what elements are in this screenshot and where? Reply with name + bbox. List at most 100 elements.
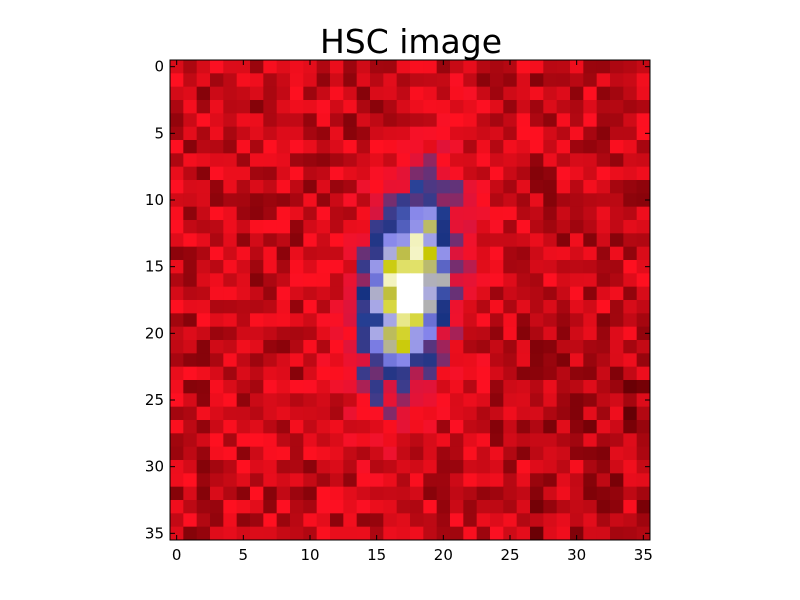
image-pixel [356,140,371,154]
image-pixel [503,380,518,394]
image-pixel [503,113,518,128]
image-pixel [303,153,318,168]
image-pixel [516,313,531,328]
image-pixel [183,366,198,381]
image-pixel [356,353,371,368]
image-pixel [183,113,198,128]
image-pixel [183,300,198,314]
image-pixel [236,193,251,208]
image-pixel [250,220,264,234]
image-pixel [170,73,184,88]
image-pixel [423,313,438,328]
image-pixel [290,113,304,128]
image-pixel [463,326,478,341]
image-pixel [610,193,624,208]
image-pixel [610,73,624,88]
image-pixel [610,433,624,448]
image-pixel [330,513,344,528]
image-pixel [396,246,411,261]
image-pixel [476,153,491,168]
image-pixel [490,300,504,314]
image-pixel [490,166,504,181]
image-pixel [556,526,571,541]
image-pixel [343,513,358,528]
image-pixel [583,326,598,341]
image-pixel [330,166,344,181]
image-pixel [356,126,371,141]
image-pixel [263,446,278,461]
image-pixel [516,473,531,488]
image-pixel [330,526,344,541]
image-pixel [316,513,331,528]
image-pixel [396,406,411,421]
image-pixel [236,73,251,88]
image-pixel [223,486,238,501]
image-pixel [330,273,344,288]
image-pixel [236,166,251,181]
image-pixel [436,446,451,461]
image-pixel [636,513,651,528]
image-pixel [450,60,464,74]
image-pixel [170,86,184,101]
image-pixel [356,366,371,381]
image-pixel [383,246,398,261]
image-pixel [503,513,518,528]
image-pixel [450,100,464,114]
image-pixel [530,233,544,248]
image-pixel [170,126,184,141]
image-pixel [356,273,371,288]
image-pixel [583,420,598,434]
image-pixel [383,100,398,114]
image-pixel [370,460,384,474]
image-pixel [356,233,371,248]
image-pixel [476,486,491,501]
image-pixel [530,60,544,74]
image-pixel [183,193,198,208]
image-pixel [623,366,638,381]
image-pixel [490,513,504,528]
y-tick-label: 10 [145,191,164,209]
image-pixel [250,300,264,314]
image-pixel [623,166,638,181]
image-pixel [583,273,598,288]
image-pixel [570,353,584,368]
image-pixel [516,446,531,461]
image-pixel [436,166,451,181]
image-pixel [303,113,318,128]
image-pixel [583,166,598,181]
image-pixel [570,273,584,288]
image-pixel [370,166,384,181]
image-pixel [290,313,304,328]
image-pixel [383,420,398,434]
image-pixel [263,153,278,168]
image-pixel [556,180,571,194]
image-pixel [170,233,184,248]
image-pixel [263,126,278,141]
image-pixel [463,380,478,394]
image-pixel [356,300,371,314]
image-pixel [276,406,291,421]
image-pixel [610,273,624,288]
image-pixel [356,406,371,421]
image-pixel [623,273,638,288]
image-pixel [396,393,411,408]
image-pixel [250,166,264,181]
image-pixel [410,73,424,88]
image-pixel [183,100,198,114]
image-pixel [303,100,318,114]
image-pixel [410,100,424,114]
image-pixel [583,233,598,248]
image-pixel [423,246,438,261]
image-pixel [210,526,224,541]
image-pixel [236,273,251,288]
image-pixel [543,180,558,194]
image-pixel [490,206,504,221]
image-pixel [410,286,424,301]
image-pixel [410,140,424,154]
image-pixel [450,73,464,88]
image-pixel [196,393,211,408]
image-pixel [383,73,398,88]
image-pixel [436,100,451,114]
image-pixel [596,286,611,301]
image-pixel [263,460,278,474]
